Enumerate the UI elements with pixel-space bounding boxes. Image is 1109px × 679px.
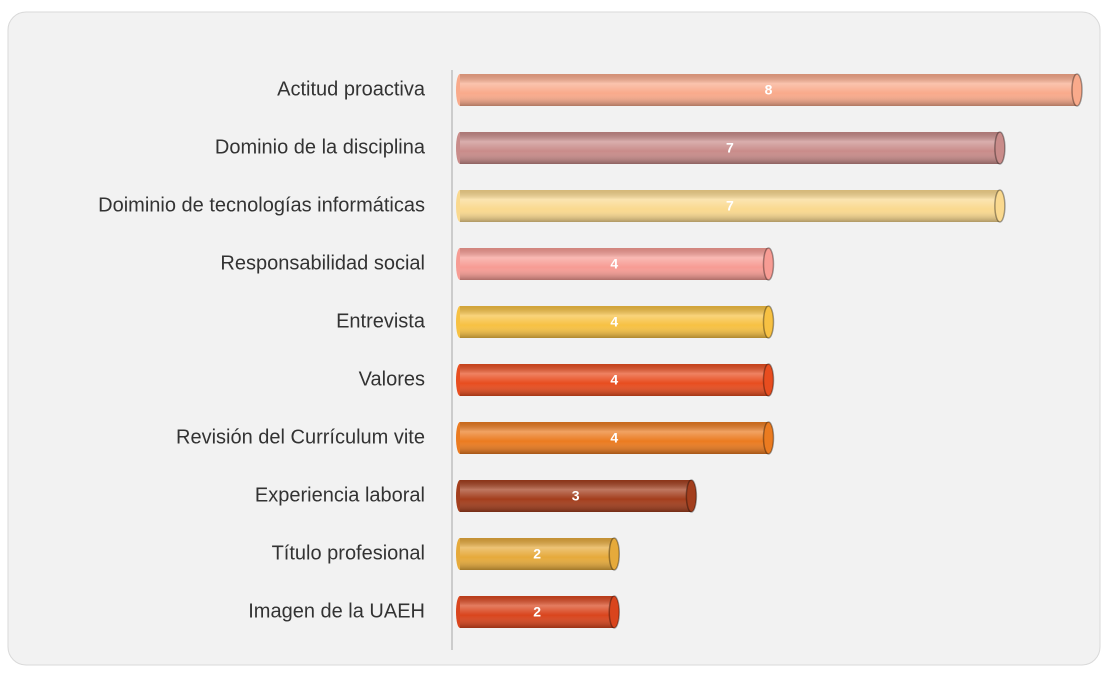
bar-shading <box>460 190 1000 222</box>
data-label: 7 <box>726 140 734 156</box>
data-label: 4 <box>610 314 618 330</box>
bar-cap <box>762 247 775 281</box>
chart-card <box>7 11 1101 666</box>
bar-cap <box>994 189 1006 223</box>
bar-cap <box>1071 73 1083 107</box>
data-label: 4 <box>610 256 618 272</box>
bar-cap <box>685 479 698 513</box>
data-label: 8 <box>765 82 773 98</box>
bar-cap <box>762 305 775 339</box>
y-tick-label: Responsabilidad social <box>220 252 425 274</box>
data-label: 4 <box>610 372 618 388</box>
y-tick-label: Actitud proactiva <box>277 78 426 100</box>
y-tick-label: Revisión del Currículum vite <box>176 426 425 448</box>
bar-shading <box>460 306 769 338</box>
bar-cap <box>608 537 620 571</box>
y-tick-label: Imagen de la UAEH <box>248 600 425 622</box>
data-label: 7 <box>726 198 734 214</box>
bar-shading <box>460 422 769 454</box>
bar-shading <box>460 132 1000 164</box>
bar-cap <box>762 421 775 455</box>
bar-cap <box>994 131 1006 165</box>
bar-shading <box>460 248 769 280</box>
bar-cap <box>762 363 775 397</box>
y-tick-label: Dominio de la disciplina <box>215 136 426 158</box>
data-label: 2 <box>533 546 541 562</box>
y-tick-label: Título profesional <box>272 542 425 564</box>
y-tick-label: Experiencia laboral <box>255 484 425 506</box>
bar-shading <box>460 596 615 628</box>
data-label: 3 <box>572 488 580 504</box>
bar-shading <box>460 480 692 512</box>
bar-shading <box>460 74 1077 106</box>
data-label: 2 <box>533 604 541 620</box>
data-label: 4 <box>610 430 618 446</box>
bar-cap <box>608 595 620 629</box>
bar-shading <box>460 364 769 396</box>
y-tick-label: Doiminio de tecnologías informáticas <box>98 194 425 216</box>
y-tick-label: Valores <box>359 368 425 390</box>
bar-shading <box>460 538 615 570</box>
y-tick-label: Entrevista <box>336 310 426 332</box>
